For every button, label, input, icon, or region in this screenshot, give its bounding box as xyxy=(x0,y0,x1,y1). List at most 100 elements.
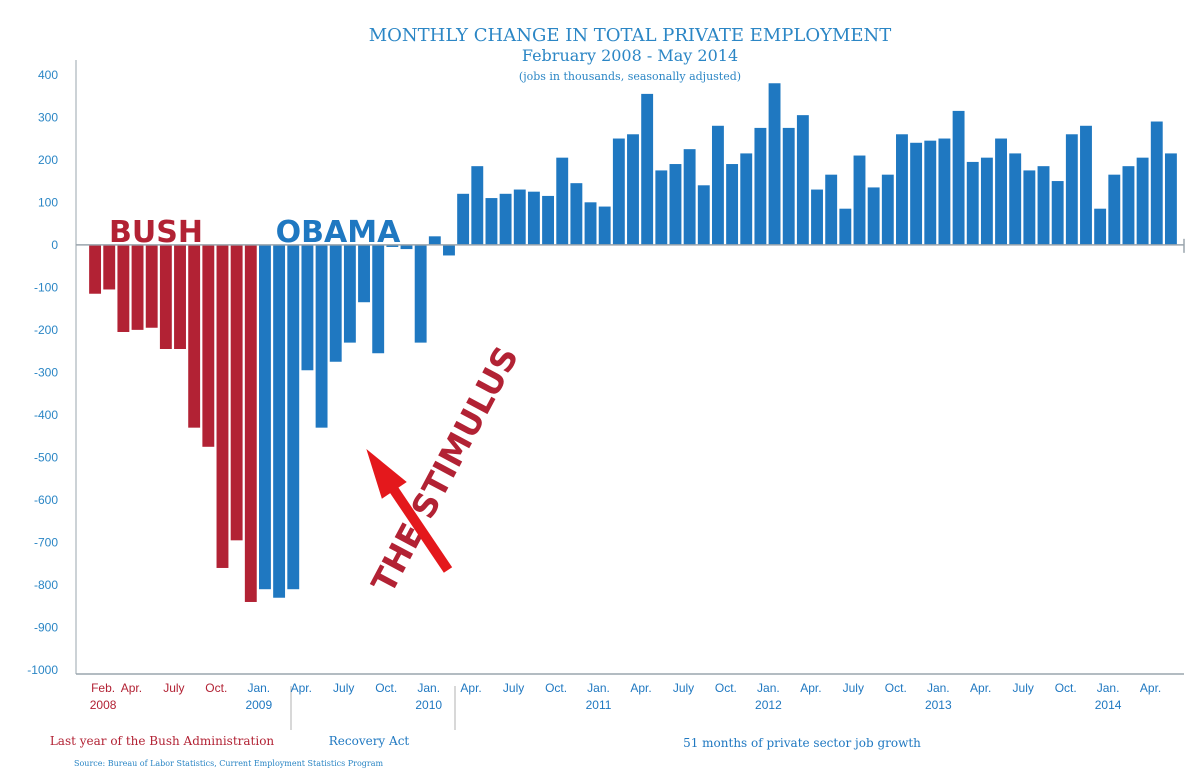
x-tick-label: Apr. xyxy=(970,681,991,695)
bar-obama xyxy=(853,155,866,245)
x-tick-label: Jan. xyxy=(927,681,950,695)
bar-obama xyxy=(372,244,385,354)
bar-obama xyxy=(697,185,710,245)
bar-obama xyxy=(995,138,1007,245)
y-tick-label: 300 xyxy=(38,110,58,124)
bar-obama xyxy=(966,161,979,245)
bar-obama xyxy=(867,187,880,245)
x-tick-label: Oct. xyxy=(205,681,227,695)
bar-obama xyxy=(400,244,413,250)
bar-obama xyxy=(924,140,937,245)
bar-obama xyxy=(796,115,809,245)
bar-obama xyxy=(839,208,852,245)
bar-obama xyxy=(570,183,583,245)
period-recovery-note: Recovery Act xyxy=(329,734,410,748)
bar-obama xyxy=(301,244,314,371)
up-arrow-icon xyxy=(366,448,453,573)
bar-obama xyxy=(811,189,823,245)
bar-obama xyxy=(428,236,441,245)
bar-obama xyxy=(1023,170,1036,245)
bar-obama xyxy=(782,127,795,245)
bar-obama xyxy=(683,149,696,245)
bar-bush xyxy=(216,244,229,568)
y-tick-label: 100 xyxy=(38,195,58,209)
bar-bush xyxy=(188,244,201,428)
y-tick-label: -500 xyxy=(34,450,58,464)
bar-obama xyxy=(329,244,342,362)
x-tick-label: Jan. xyxy=(417,681,440,695)
x-tick-label: Apr. xyxy=(460,681,481,695)
y-tick-label: 200 xyxy=(38,153,58,167)
bar-bush xyxy=(174,244,186,349)
bar-obama xyxy=(513,189,526,245)
bar-obama xyxy=(343,244,356,343)
obama-label: OBAMA xyxy=(276,215,401,250)
stimulus-annotation: THE STIMULUS xyxy=(364,340,526,599)
y-tick-label: -200 xyxy=(34,323,58,337)
bar-bush xyxy=(159,244,172,349)
bar-bush xyxy=(103,244,116,290)
y-tick-label: 400 xyxy=(38,68,58,82)
bar-obama xyxy=(527,191,540,245)
bar-obama xyxy=(598,206,611,245)
x-tick-label: Jan. xyxy=(757,681,780,695)
x-tick-label: Jan. xyxy=(247,681,270,695)
y-tick-label: -300 xyxy=(34,365,58,379)
x-tick-label: Oct. xyxy=(885,681,907,695)
bar-obama xyxy=(358,244,370,303)
y-tick-label: -100 xyxy=(34,280,58,294)
bar-obama xyxy=(556,157,569,245)
bar-obama xyxy=(980,157,993,245)
bush-label: BUSH xyxy=(109,215,203,250)
bar-obama xyxy=(952,110,965,245)
bar-bush xyxy=(202,244,215,447)
x-tick-label: Apr. xyxy=(1140,681,1161,695)
x-tick-label: July xyxy=(673,681,694,695)
bar-obama xyxy=(1037,166,1050,245)
chart-subtitle: February 2008 - May 2014 xyxy=(522,46,738,65)
x-tick-label: July xyxy=(333,681,354,695)
x-tick-label: Apr. xyxy=(630,681,651,695)
x-tick-year: 2011 xyxy=(586,698,612,712)
bar-obama xyxy=(740,153,753,245)
bar-obama xyxy=(711,125,724,245)
bar-obama xyxy=(273,244,286,598)
chart-units-note: (jobs in thousands, seasonally adjusted) xyxy=(519,70,741,83)
bar-bush xyxy=(244,244,257,602)
bar-obama xyxy=(938,138,951,245)
bar-obama xyxy=(1136,157,1149,245)
bar-obama xyxy=(754,127,767,245)
bar-obama xyxy=(542,195,555,245)
x-tick-label: Oct. xyxy=(545,681,567,695)
bar-obama xyxy=(1009,153,1022,245)
bar-obama xyxy=(443,244,455,256)
bar-obama xyxy=(1051,181,1064,245)
bar-obama xyxy=(1094,208,1107,245)
bar-bush xyxy=(117,244,130,332)
x-tick-label: Jan. xyxy=(1097,681,1120,695)
x-tick-label: Oct. xyxy=(1055,681,1077,695)
bar-obama xyxy=(1065,134,1078,245)
y-axis: 400 300 200 100 0 -100 -200 -300 -400 -500 -600 -70… xyxy=(27,68,58,677)
x-tick-label: July xyxy=(163,681,184,695)
bar-obama xyxy=(499,193,512,245)
y-tick-label: -600 xyxy=(34,493,58,507)
x-tick-year: 2012 xyxy=(755,698,782,712)
y-tick-label: -800 xyxy=(34,578,58,592)
bars xyxy=(89,83,1177,602)
x-tick-label: July xyxy=(1013,681,1034,695)
period-bush-note: Last year of the Bush Administration xyxy=(50,734,275,748)
x-tick-label: Oct. xyxy=(375,681,397,695)
period-growth-note: 51 months of private sector job growth xyxy=(683,736,921,750)
bar-obama xyxy=(881,174,894,245)
bar-obama xyxy=(1150,121,1163,245)
x-tick-year: 2010 xyxy=(415,698,442,712)
bar-obama xyxy=(612,138,625,245)
bar-obama xyxy=(768,83,781,245)
y-tick-label: 0 xyxy=(51,238,58,252)
bar-obama xyxy=(584,202,597,245)
bar-bush xyxy=(89,244,102,294)
bar-obama xyxy=(457,193,470,245)
y-tick-label: -400 xyxy=(34,408,58,422)
